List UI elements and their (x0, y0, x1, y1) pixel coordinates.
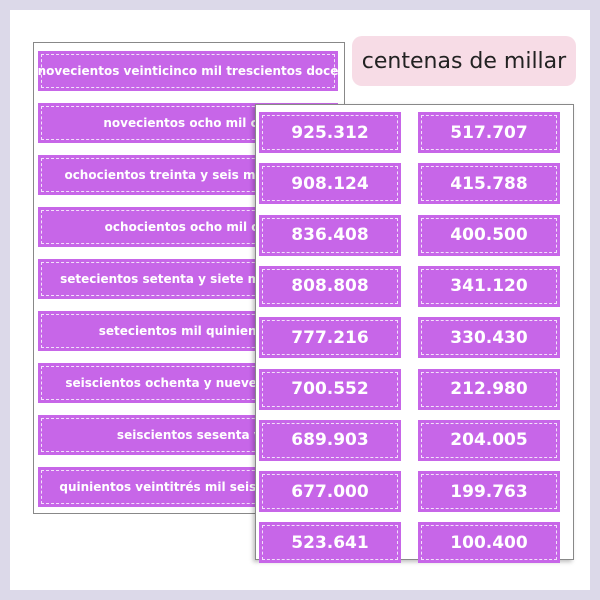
number-card: 400.500 (418, 214, 560, 256)
number-card: 415.788 (418, 163, 560, 205)
number-card: 330.430 (418, 317, 560, 359)
number-card: 199.763 (418, 471, 560, 513)
number-card: 204.005 (418, 419, 560, 461)
number-card: 341.120 (418, 265, 560, 307)
number-card: 689.903 (259, 419, 401, 461)
number-card: 700.552 (259, 368, 401, 410)
number-card: 212.980 (418, 368, 560, 410)
number-card: 677.000 (259, 471, 401, 513)
number-card: 925.312 (259, 112, 401, 153)
number-card: 908.124 (259, 163, 401, 205)
number-card: 836.408 (259, 214, 401, 256)
number-card: 517.707 (418, 112, 560, 153)
number-card: 100.400 (418, 522, 560, 564)
text-strip: novecientos veinticinco mil trescientos … (38, 51, 338, 91)
number-card: 777.216 (259, 317, 401, 359)
front-sheet: 925.312 908.124 836.408 808.808 777.216 700.5… (255, 104, 574, 564)
number-card: 808.808 (259, 265, 401, 307)
title: centenas de millar (352, 36, 576, 86)
number-card: 523.641 (259, 522, 401, 564)
